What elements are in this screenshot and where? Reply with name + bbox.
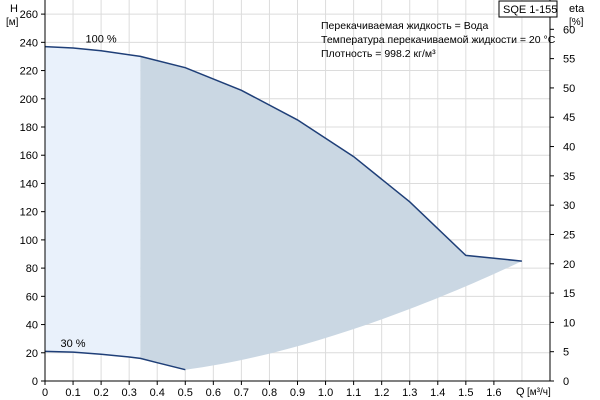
y-right-tick-labels: 0 5 10 15 20 25 30 35 40 45 50 55 60 (550, 24, 575, 388)
operating-range-area (140, 56, 522, 370)
y-right-tick-label: 60 (563, 24, 575, 36)
y-right-tick-label: 55 (563, 54, 575, 66)
x-tick-label: 1.2 (374, 387, 389, 399)
x-tick-label: 0 (42, 387, 48, 399)
y-right-axis-unit: [%] (569, 17, 584, 28)
curve-100-percent (44, 45, 522, 262)
x-tick-label: 1.4 (430, 387, 445, 399)
y-left-tick-label: 80 (26, 263, 38, 275)
y-left-tick-label: 100 (20, 235, 38, 247)
y-left-axis-unit: [м] (6, 17, 19, 28)
info-line-density: Плотность = 998.2 кг/м³ (321, 48, 436, 60)
y-right-tick-label: 10 (563, 317, 575, 329)
y-left-tick-label: 60 (26, 291, 38, 303)
performance-curves (44, 45, 522, 371)
y-left-tick-label: 200 (20, 94, 38, 106)
y-left-tick-label: 120 (20, 207, 38, 219)
y-right-axis-label: eta (569, 3, 585, 15)
y-right-tick-label: 50 (563, 83, 575, 95)
y-left-tick-label: 260 (20, 9, 38, 21)
product-label-box (498, 0, 558, 18)
curve-30-percent (44, 350, 186, 371)
series-label-30-percent: 30 % (61, 338, 86, 350)
x-tick-label: 1.1 (346, 387, 361, 399)
operating-areas (45, 46, 522, 370)
series-labels: 100 % 30 % (61, 33, 117, 350)
y-left-tick-label: 0 (32, 376, 38, 388)
x-tick-label: 0.2 (93, 387, 108, 399)
x-tick-label: 0.1 (65, 387, 80, 399)
y-right-tick-label: 45 (563, 112, 575, 124)
x-tick-label: 0.3 (122, 387, 137, 399)
x-tick-label: 1.3 (402, 387, 417, 399)
x-tick-label: 0.4 (150, 387, 165, 399)
y-left-tick-label: 240 (20, 37, 38, 49)
y-left-tick-label: 140 (20, 178, 38, 190)
y-left-tick-label: 180 (20, 122, 38, 134)
y-right-tick-label: 0 (563, 376, 569, 388)
series-label-100-percent: 100 % (86, 33, 117, 45)
x-tick-label: 1.0 (318, 387, 333, 399)
x-tick-labels: 0 0.1 0.2 0.3 0.4 0.5 0.6 0.7 0.8 0.9 1.0 1.1 1.2 1.3… (42, 381, 502, 399)
y-right-tick-label: 5 (563, 347, 569, 359)
info-line-liquid: Перекачиваемая жидкость = Вода (321, 20, 488, 32)
y-right-tick-label: 40 (563, 142, 575, 154)
y-left-axis-label: H (10, 3, 18, 15)
y-right-tick-label: 35 (563, 171, 575, 183)
x-tick-label: 1.6 (486, 387, 501, 399)
y-left-tick-label: 160 (20, 150, 38, 162)
y-right-tick-label: 25 (563, 229, 575, 241)
info-line-temperature: Температура перекачиваемой жидкости = 20… (321, 34, 556, 46)
x-tick-label: 1.5 (458, 387, 473, 399)
product-label: SQE 1-155 (503, 4, 557, 16)
y-right-tick-label: 30 (563, 200, 575, 212)
y-left-tick-label: 40 (26, 320, 38, 332)
x-tick-label: 0.5 (178, 387, 193, 399)
y-left-tick-label: 220 (20, 66, 38, 78)
x-tick-label: 0.9 (290, 387, 305, 399)
y-right-tick-label: 20 (563, 259, 575, 271)
y-right-tick-label: 15 (563, 288, 575, 300)
low-efficiency-area (45, 46, 141, 359)
y-left-tick-labels: 0 20 40 60 80 100 120 140 160 180 200 220 240 260 (20, 9, 45, 388)
x-tick-label: 0.6 (206, 387, 221, 399)
x-axis-label: Q (516, 386, 525, 398)
x-axis-unit: [м³/ч] (527, 387, 551, 398)
x-tick-label: 0.7 (234, 387, 249, 399)
x-tick-label: 0.8 (262, 387, 277, 399)
y-left-tick-label: 20 (26, 348, 38, 360)
